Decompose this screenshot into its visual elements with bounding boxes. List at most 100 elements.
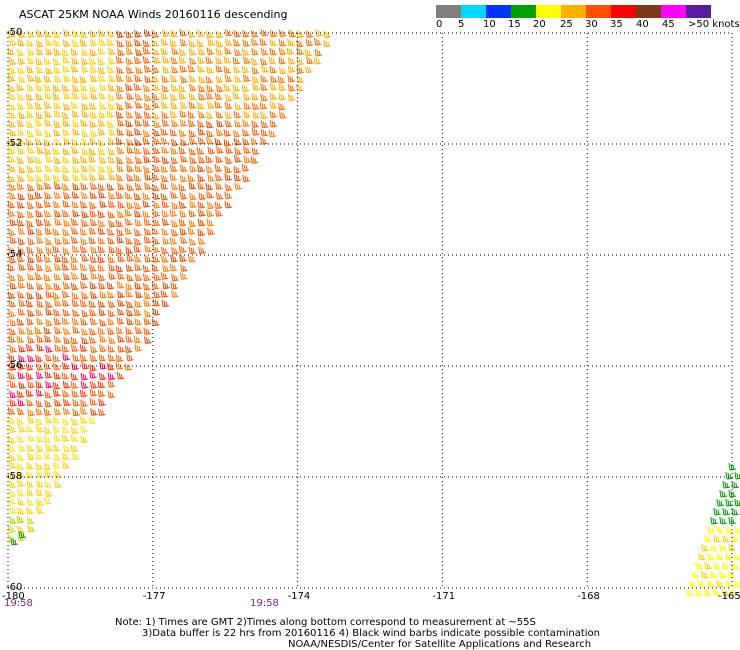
wind-barb: [26, 165, 35, 173]
wind-barb: [170, 147, 178, 155]
legend-label-2: 10: [483, 19, 496, 30]
wind-barb: [17, 533, 25, 542]
wind-barb: [125, 30, 133, 39]
wind-barb: [144, 309, 152, 318]
wind-barb: [79, 245, 88, 254]
wind-barb: [143, 299, 151, 307]
wind-barb: [89, 388, 98, 397]
wind-barb: [216, 128, 224, 137]
wind-barb: [25, 372, 34, 380]
wind-barb: [106, 281, 115, 290]
wind-barb: [161, 84, 170, 93]
wind-barb: [43, 426, 52, 435]
wind-barb: [54, 398, 62, 407]
wind-barb: [63, 137, 71, 145]
wind-barb: [16, 48, 25, 57]
wind-barb: [142, 192, 151, 200]
wind-barb: [62, 65, 71, 73]
wind-barb: [215, 48, 224, 56]
wind-barb: [197, 174, 205, 183]
wind-barb: [80, 173, 89, 181]
wind-barb: [189, 57, 197, 65]
wind-barb: [133, 192, 142, 201]
wind-barb: [62, 425, 70, 434]
wind-barb: [251, 75, 260, 84]
wind-barb: [99, 83, 107, 91]
wind-barb: [242, 29, 250, 38]
wind-barb: [8, 228, 16, 236]
wind-barb: [44, 489, 53, 498]
wind-barb: [180, 75, 188, 84]
wind-barb: [52, 425, 61, 433]
wind-barb: [117, 308, 125, 316]
wind-barb: [90, 74, 98, 83]
wind-barb: [70, 101, 79, 109]
wind-barb: [45, 308, 53, 316]
legend-label-7: 35: [610, 19, 623, 30]
wind-barb: [731, 588, 739, 597]
wind-barb: [99, 290, 108, 299]
wind-barb: [89, 201, 97, 210]
wind-barb: [161, 255, 169, 263]
wind-barb: [116, 164, 125, 172]
wind-barb: [16, 435, 25, 443]
wind-barb: [243, 146, 251, 154]
wind-barb: [135, 66, 143, 75]
wind-barb: [144, 75, 152, 83]
wind-barb: [70, 336, 79, 345]
wind-barb: [27, 309, 35, 317]
wind-barb: [88, 236, 97, 245]
wind-barb: [81, 110, 89, 118]
wind-barb: [125, 101, 133, 109]
wind-barb: [160, 165, 169, 173]
wind-barb: [43, 218, 52, 227]
wind-barb: [153, 56, 161, 64]
wind-barb: [71, 236, 79, 244]
wind-barb: [115, 137, 124, 145]
wind-barb: [731, 507, 739, 516]
wind-barb: [224, 165, 232, 174]
wind-barb: [160, 192, 169, 201]
wind-barb: [45, 318, 53, 327]
wind-barb: [97, 119, 106, 127]
wind-barb: [713, 534, 721, 543]
wind-barb: [36, 435, 44, 443]
wind-barb: [171, 201, 179, 210]
wind-barb: [216, 146, 224, 154]
wind-swath-right: [686, 462, 740, 597]
wind-barb: [16, 462, 25, 471]
wind-barb: [17, 66, 25, 75]
wind-barb: [117, 210, 125, 219]
wind-barb: [97, 219, 106, 228]
wind-barb: [80, 237, 88, 246]
wind-barb: [126, 146, 134, 154]
wind-barb: [161, 111, 169, 119]
wind-barb: [70, 434, 79, 443]
wind-barb: [251, 93, 259, 101]
wind-barb: [52, 147, 61, 156]
wind-barb: [62, 119, 70, 127]
wind-barb: [36, 506, 44, 514]
wind-barb: [35, 83, 44, 92]
wind-barb: [80, 119, 88, 127]
wind-barb: [223, 56, 232, 64]
wind-barb: [287, 56, 296, 65]
wind-barb: [117, 48, 125, 57]
wind-barb: [52, 389, 61, 397]
wind-barb: [143, 327, 152, 335]
wind-barb: [161, 227, 169, 236]
wind-barb: [27, 336, 35, 344]
note-line-2: 3)Data buffer is 22 hrs from 20160116 4)…: [142, 628, 600, 639]
wind-barb: [704, 534, 712, 543]
wind-barb: [725, 579, 733, 588]
wind-barb: [44, 118, 52, 127]
wind-barb: [17, 246, 26, 255]
wind-barb: [89, 84, 97, 93]
wind-barb: [133, 255, 142, 263]
wind-barb: [89, 191, 98, 200]
wind-barb: [115, 56, 124, 64]
wind-barb: [45, 237, 53, 246]
wind-barb: [722, 561, 730, 570]
wind-barb: [135, 48, 143, 57]
